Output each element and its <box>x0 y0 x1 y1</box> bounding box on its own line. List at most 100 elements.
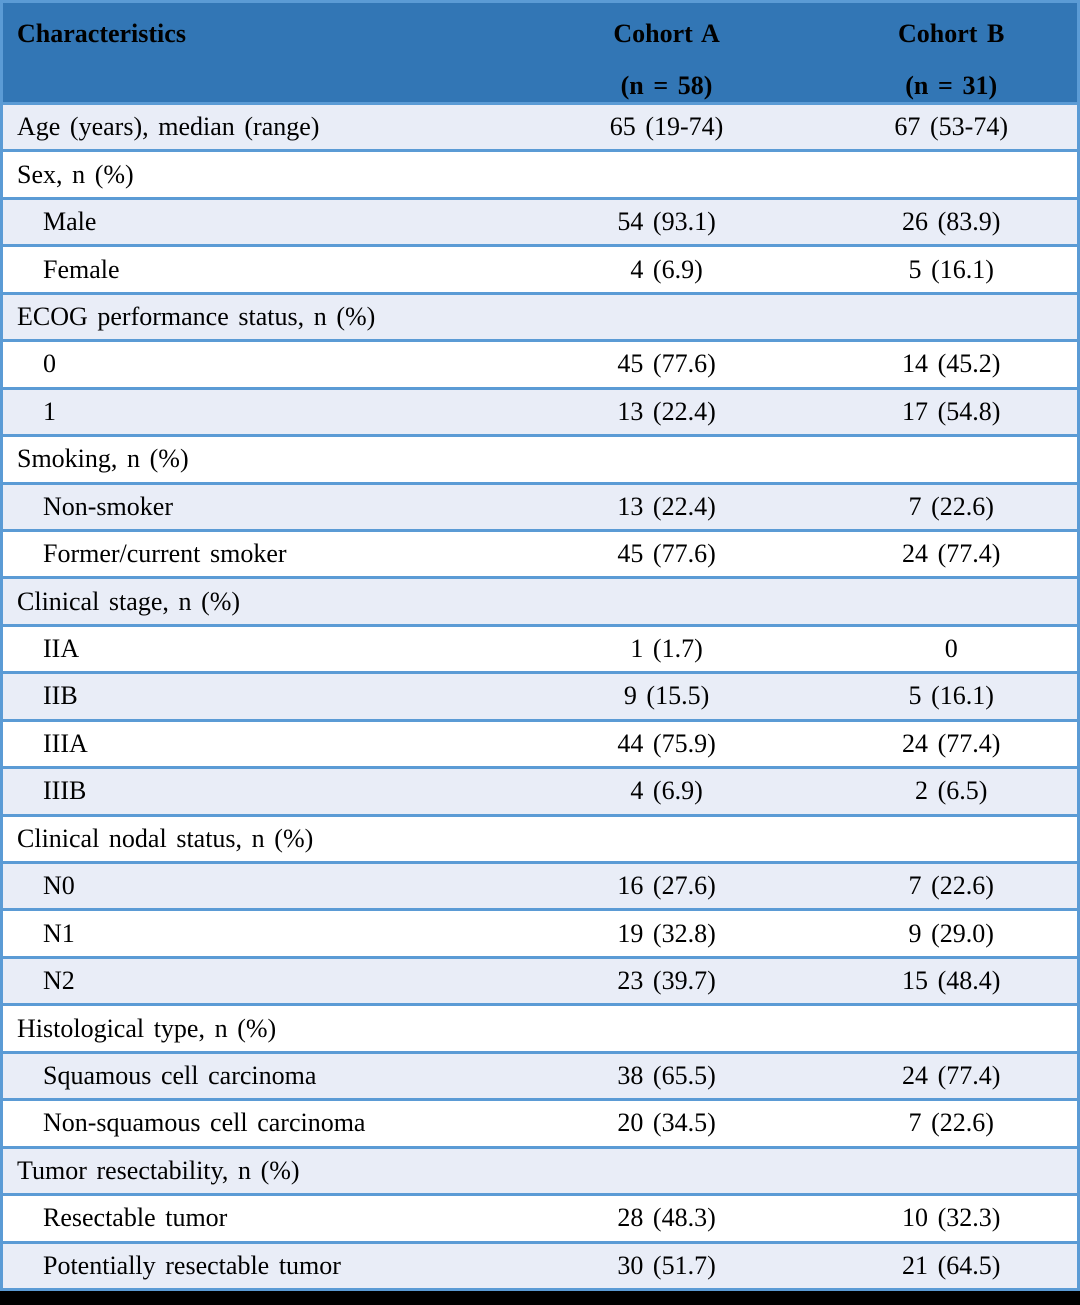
cohort-a-value: 54 (93.1) <box>507 196 826 248</box>
cohort-a-value: 45 (77.6) <box>507 528 826 580</box>
cohort-b-value: 7 (22.6) <box>825 860 1080 912</box>
cohort-b-value: 0 <box>825 623 1080 675</box>
table-row: IIA 1 (1.7) 0 <box>0 623 1080 675</box>
row-label: Clinical stage, n (%) <box>0 576 508 627</box>
cohort-a-value: 44 (75.9) <box>507 718 826 770</box>
table-row: Male 54 (93.1) 26 (83.9) <box>0 196 1080 248</box>
row-label: Sex, n (%) <box>0 149 508 200</box>
row-label: IIA <box>0 623 508 675</box>
cohort-b-value: 10 (32.3) <box>825 1193 1080 1244</box>
cohort-b-value: 14 (45.2) <box>825 339 1080 390</box>
cohort-a-value: 13 (22.4) <box>507 386 826 438</box>
table-row: ECOG performance status, n (%) <box>0 291 1080 343</box>
cohort-a-value <box>507 434 826 485</box>
row-label: Potentially resectable tumor <box>0 1240 508 1291</box>
row-label: Resectable tumor <box>0 1193 508 1244</box>
cohort-a-value: 45 (77.6) <box>507 339 826 390</box>
table-row: Resectable tumor 28 (48.3) 10 (32.3) <box>0 1193 1080 1244</box>
cohort-a-value: 28 (48.3) <box>507 1193 826 1244</box>
cohort-a-value: 30 (51.7) <box>507 1240 826 1291</box>
column-header-cohort-b: Cohort B (n = 31) <box>825 0 1080 105</box>
cohort-b-value: 5 (16.1) <box>825 244 1080 295</box>
cohort-a-value <box>507 1003 826 1054</box>
table-row: Age (years), median (range) 65 (19-74) 67 … <box>0 101 1080 153</box>
table-row: Tumor resectability, n (%) <box>0 1145 1080 1197</box>
table-row: Histological type, n (%) <box>0 1003 1080 1054</box>
cohort-a-value: 38 (65.5) <box>507 1050 826 1102</box>
table-row: IIB 9 (15.5) 5 (16.1) <box>0 671 1080 722</box>
row-label: Tumor resectability, n (%) <box>0 1145 508 1197</box>
cohort-b-value: 2 (6.5) <box>825 766 1080 817</box>
row-label: 1 <box>0 386 508 438</box>
cohort-b-value: 7 (22.6) <box>825 1098 1080 1149</box>
table-row: N0 16 (27.6) 7 (22.6) <box>0 860 1080 912</box>
cohort-a-value: 20 (34.5) <box>507 1098 826 1149</box>
table-row: Clinical nodal status, n (%) <box>0 813 1080 865</box>
cohort-a-value: 65 (19-74) <box>507 101 826 153</box>
cohort-b-value: 15 (48.4) <box>825 955 1080 1007</box>
cohort-a-value <box>507 813 826 865</box>
cohort-b-value: 26 (83.9) <box>825 196 1080 248</box>
cohort-b-value: 24 (77.4) <box>825 1050 1080 1102</box>
table-row: IIIB 4 (6.9) 2 (6.5) <box>0 766 1080 817</box>
cohort-a-value: 23 (39.7) <box>507 955 826 1007</box>
table-row: N1 19 (32.8) 9 (29.0) <box>0 908 1080 959</box>
table-row: Clinical stage, n (%) <box>0 576 1080 627</box>
table-row: Non-smoker 13 (22.4) 7 (22.6) <box>0 481 1080 532</box>
characteristics-label: Characteristics <box>17 19 186 48</box>
cohort-a-value <box>507 291 826 343</box>
cohort-a-title: Cohort A <box>613 19 720 48</box>
cohort-a-value: 1 (1.7) <box>507 623 826 675</box>
cohort-a-n: (n = 58) <box>620 71 713 100</box>
table-row: 0 45 (77.6) 14 (45.2) <box>0 339 1080 390</box>
row-label: Non-squamous cell carcinoma <box>0 1098 508 1149</box>
header-row: Characteristics Cohort A (n = 58) Cohort… <box>0 0 1080 105</box>
cohort-a-value: 19 (32.8) <box>507 908 826 959</box>
cohort-b-title: Cohort B <box>897 19 1005 48</box>
row-label: N0 <box>0 860 508 912</box>
cohort-b-value <box>825 1003 1080 1054</box>
cohort-b-value: 7 (22.6) <box>825 481 1080 532</box>
row-label: Non-smoker <box>0 481 508 532</box>
cohort-a-value: 9 (15.5) <box>507 671 826 722</box>
table-body: Age (years), median (range) 65 (19-74) 67 … <box>0 101 1080 1291</box>
row-label: IIB <box>0 671 508 722</box>
row-label: Histological type, n (%) <box>0 1003 508 1054</box>
cohort-b-value: 5 (16.1) <box>825 671 1080 722</box>
cohort-b-value: 67 (53-74) <box>825 101 1080 153</box>
cohort-b-value: 21 (64.5) <box>825 1240 1080 1291</box>
cohort-b-value: 17 (54.8) <box>825 386 1080 438</box>
table-row: Non-squamous cell carcinoma 20 (34.5) 7 (2… <box>0 1098 1080 1149</box>
cohort-b-value <box>825 434 1080 485</box>
table-row: Sex, n (%) <box>0 149 1080 200</box>
row-label: N2 <box>0 955 508 1007</box>
table-row: Squamous cell carcinoma 38 (65.5) 24 (77.4… <box>0 1050 1080 1102</box>
cohort-b-value: 24 (77.4) <box>825 528 1080 580</box>
table-row: IIIA 44 (75.9) 24 (77.4) <box>0 718 1080 770</box>
table-row: Smoking, n (%) <box>0 434 1080 485</box>
table-row: 1 13 (22.4) 17 (54.8) <box>0 386 1080 438</box>
table-row: N2 23 (39.7) 15 (48.4) <box>0 955 1080 1007</box>
cohort-b-value <box>825 149 1080 200</box>
row-label: 0 <box>0 339 508 390</box>
cohort-b-value <box>825 291 1080 343</box>
cohort-b-value <box>825 813 1080 865</box>
row-label: Former/current smoker <box>0 528 508 580</box>
cohort-a-value: 4 (6.9) <box>507 244 826 295</box>
row-label: IIIB <box>0 766 508 817</box>
cohort-b-value: 9 (29.0) <box>825 908 1080 959</box>
cohort-a-value <box>507 1145 826 1197</box>
table-header: Characteristics Cohort A (n = 58) Cohort… <box>0 0 1080 105</box>
cohort-b-value: 24 (77.4) <box>825 718 1080 770</box>
row-label: IIIA <box>0 718 508 770</box>
cohort-a-value <box>507 576 826 627</box>
cohort-b-n: (n = 31) <box>905 71 998 100</box>
cohort-b-value <box>825 576 1080 627</box>
column-header-characteristics: Characteristics <box>0 0 508 105</box>
row-label: Smoking, n (%) <box>0 434 508 485</box>
cohort-a-value: 16 (27.6) <box>507 860 826 912</box>
table-row: Former/current smoker 45 (77.6) 24 (77.4) <box>0 528 1080 580</box>
column-header-cohort-a: Cohort A (n = 58) <box>507 0 826 105</box>
